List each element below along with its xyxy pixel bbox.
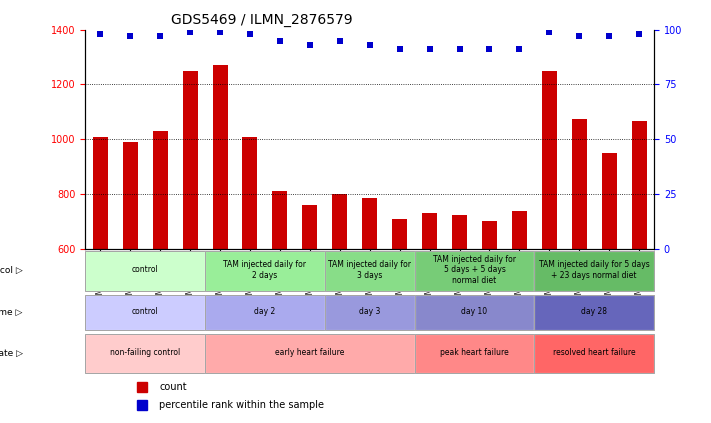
Text: TAM injected daily for 5 days
+ 23 days normal diet: TAM injected daily for 5 days + 23 days …: [539, 260, 650, 280]
Bar: [272, 191, 287, 249]
FancyBboxPatch shape: [205, 334, 415, 374]
Bar: [93, 137, 108, 249]
Text: control: control: [132, 307, 159, 316]
Text: percentile rank within the sample: percentile rank within the sample: [159, 400, 324, 410]
FancyBboxPatch shape: [535, 251, 654, 291]
Text: protocol ▷: protocol ▷: [0, 266, 23, 275]
Text: early heart failure: early heart failure: [275, 348, 345, 357]
Text: non-failing control: non-failing control: [110, 348, 181, 357]
FancyBboxPatch shape: [535, 295, 654, 330]
FancyBboxPatch shape: [325, 251, 415, 291]
Text: day 2: day 2: [255, 307, 276, 316]
Text: count: count: [159, 382, 187, 392]
FancyBboxPatch shape: [325, 295, 415, 330]
Text: resolved heart failure: resolved heart failure: [553, 348, 636, 357]
FancyBboxPatch shape: [415, 251, 535, 291]
Bar: [302, 205, 317, 249]
FancyBboxPatch shape: [205, 295, 325, 330]
Bar: [242, 137, 257, 249]
Text: disease state ▷: disease state ▷: [0, 349, 23, 358]
Bar: [482, 222, 497, 249]
FancyBboxPatch shape: [535, 334, 654, 374]
Bar: [183, 71, 198, 249]
Text: day 28: day 28: [582, 307, 607, 316]
Bar: [452, 214, 467, 249]
FancyBboxPatch shape: [415, 295, 535, 330]
Bar: [631, 121, 646, 249]
Bar: [123, 142, 138, 249]
Bar: [332, 194, 347, 249]
Text: TAM injected daily for
2 days: TAM injected daily for 2 days: [223, 260, 306, 280]
FancyBboxPatch shape: [205, 251, 325, 291]
Bar: [362, 198, 378, 249]
Text: TAM injected daily for
5 days + 5 days
normal diet: TAM injected daily for 5 days + 5 days n…: [433, 255, 516, 285]
FancyBboxPatch shape: [85, 251, 205, 291]
Bar: [213, 65, 228, 249]
Text: TAM injected daily for
3 days: TAM injected daily for 3 days: [328, 260, 411, 280]
Bar: [572, 119, 587, 249]
Bar: [512, 211, 527, 249]
Bar: [422, 213, 437, 249]
FancyBboxPatch shape: [85, 295, 205, 330]
Bar: [602, 153, 616, 249]
FancyBboxPatch shape: [415, 334, 535, 374]
Text: day 3: day 3: [359, 307, 380, 316]
Bar: [542, 71, 557, 249]
Text: day 10: day 10: [461, 307, 488, 316]
Text: peak heart failure: peak heart failure: [440, 348, 509, 357]
FancyBboxPatch shape: [85, 334, 205, 374]
Bar: [392, 219, 407, 249]
Text: GDS5469 / ILMN_2876579: GDS5469 / ILMN_2876579: [171, 13, 352, 27]
Text: time ▷: time ▷: [0, 308, 23, 317]
Bar: [153, 131, 168, 249]
Text: control: control: [132, 265, 159, 275]
